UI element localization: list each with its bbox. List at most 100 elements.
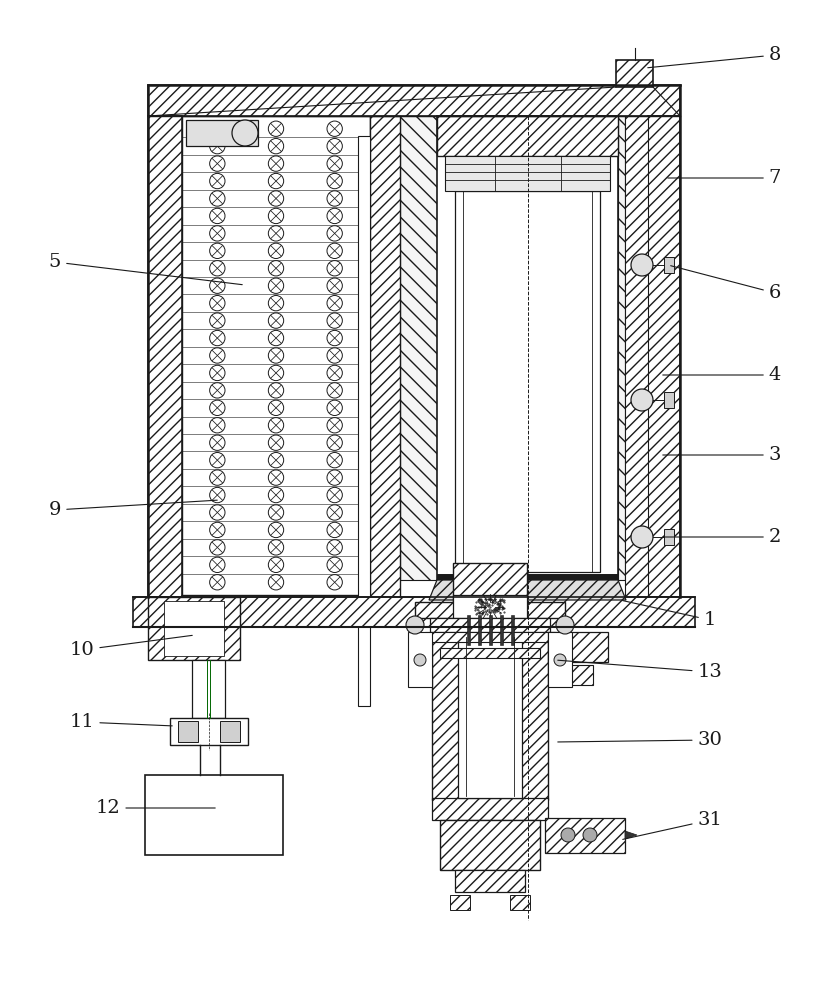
Circle shape: [232, 120, 258, 146]
Bar: [148, 85, 680, 116]
Circle shape: [327, 121, 342, 136]
Circle shape: [209, 383, 225, 398]
Circle shape: [327, 435, 342, 450]
Bar: [400, 116, 437, 580]
Circle shape: [327, 575, 342, 590]
Bar: [430, 618, 550, 632]
Circle shape: [327, 470, 342, 485]
Circle shape: [209, 295, 225, 311]
Circle shape: [268, 295, 284, 311]
Bar: [425, 632, 555, 642]
Text: 2: 2: [663, 528, 782, 546]
Circle shape: [209, 522, 225, 538]
Text: 8: 8: [648, 46, 782, 68]
Circle shape: [268, 191, 284, 206]
Circle shape: [327, 505, 342, 520]
Circle shape: [209, 575, 225, 590]
Circle shape: [268, 348, 284, 363]
Polygon shape: [429, 580, 626, 600]
Bar: [664, 392, 674, 408]
Bar: [358, 136, 370, 706]
Bar: [164, 601, 224, 656]
Bar: [408, 632, 432, 687]
Circle shape: [209, 400, 225, 416]
Circle shape: [327, 330, 342, 346]
Text: 13: 13: [557, 660, 722, 681]
Circle shape: [327, 400, 342, 416]
Circle shape: [268, 226, 284, 241]
Circle shape: [268, 470, 284, 485]
Bar: [437, 116, 618, 580]
Bar: [453, 563, 527, 602]
Circle shape: [209, 121, 225, 136]
Circle shape: [268, 313, 284, 328]
Circle shape: [556, 616, 574, 634]
Circle shape: [268, 330, 284, 346]
Circle shape: [268, 575, 284, 590]
Circle shape: [209, 557, 225, 573]
Bar: [510, 895, 530, 910]
Circle shape: [268, 173, 284, 189]
Bar: [440, 820, 540, 870]
Circle shape: [268, 487, 284, 503]
Text: 7: 7: [667, 169, 782, 187]
Text: 3: 3: [663, 446, 782, 464]
Circle shape: [268, 121, 284, 136]
Circle shape: [268, 435, 284, 450]
Bar: [478, 615, 481, 645]
Bar: [548, 665, 593, 685]
Circle shape: [327, 295, 342, 311]
Circle shape: [327, 191, 342, 206]
Bar: [148, 116, 182, 597]
Circle shape: [268, 365, 284, 381]
Bar: [192, 660, 225, 718]
Circle shape: [327, 487, 342, 503]
Text: 9: 9: [49, 500, 218, 519]
Circle shape: [327, 540, 342, 555]
Text: 30: 30: [557, 731, 722, 749]
Circle shape: [209, 138, 225, 154]
Circle shape: [327, 348, 342, 363]
Bar: [664, 529, 674, 545]
Circle shape: [209, 330, 225, 346]
Circle shape: [268, 208, 284, 224]
Circle shape: [268, 452, 284, 468]
Bar: [182, 116, 370, 595]
Bar: [133, 597, 695, 627]
Bar: [455, 870, 525, 892]
Bar: [625, 116, 648, 597]
Circle shape: [268, 383, 284, 398]
Circle shape: [327, 156, 342, 171]
Bar: [148, 597, 240, 660]
Circle shape: [327, 522, 342, 538]
Circle shape: [209, 208, 225, 224]
Bar: [437, 574, 618, 580]
Circle shape: [209, 470, 225, 485]
Circle shape: [268, 261, 284, 276]
Circle shape: [268, 243, 284, 259]
Circle shape: [327, 557, 342, 573]
Bar: [545, 818, 625, 853]
Circle shape: [268, 278, 284, 293]
Bar: [616, 60, 653, 87]
Circle shape: [209, 452, 225, 468]
Bar: [664, 257, 674, 273]
Circle shape: [631, 526, 653, 548]
Circle shape: [209, 487, 225, 503]
Circle shape: [327, 418, 342, 433]
Circle shape: [327, 313, 342, 328]
Bar: [500, 615, 503, 645]
Circle shape: [631, 254, 653, 276]
Circle shape: [209, 418, 225, 433]
Bar: [548, 632, 608, 662]
Circle shape: [327, 226, 342, 241]
Bar: [170, 718, 248, 745]
Bar: [145, 775, 283, 855]
Circle shape: [327, 383, 342, 398]
Bar: [488, 615, 491, 645]
Circle shape: [209, 173, 225, 189]
Circle shape: [327, 243, 342, 259]
Text: 4: 4: [663, 366, 782, 384]
Circle shape: [209, 261, 225, 276]
Bar: [370, 116, 400, 597]
